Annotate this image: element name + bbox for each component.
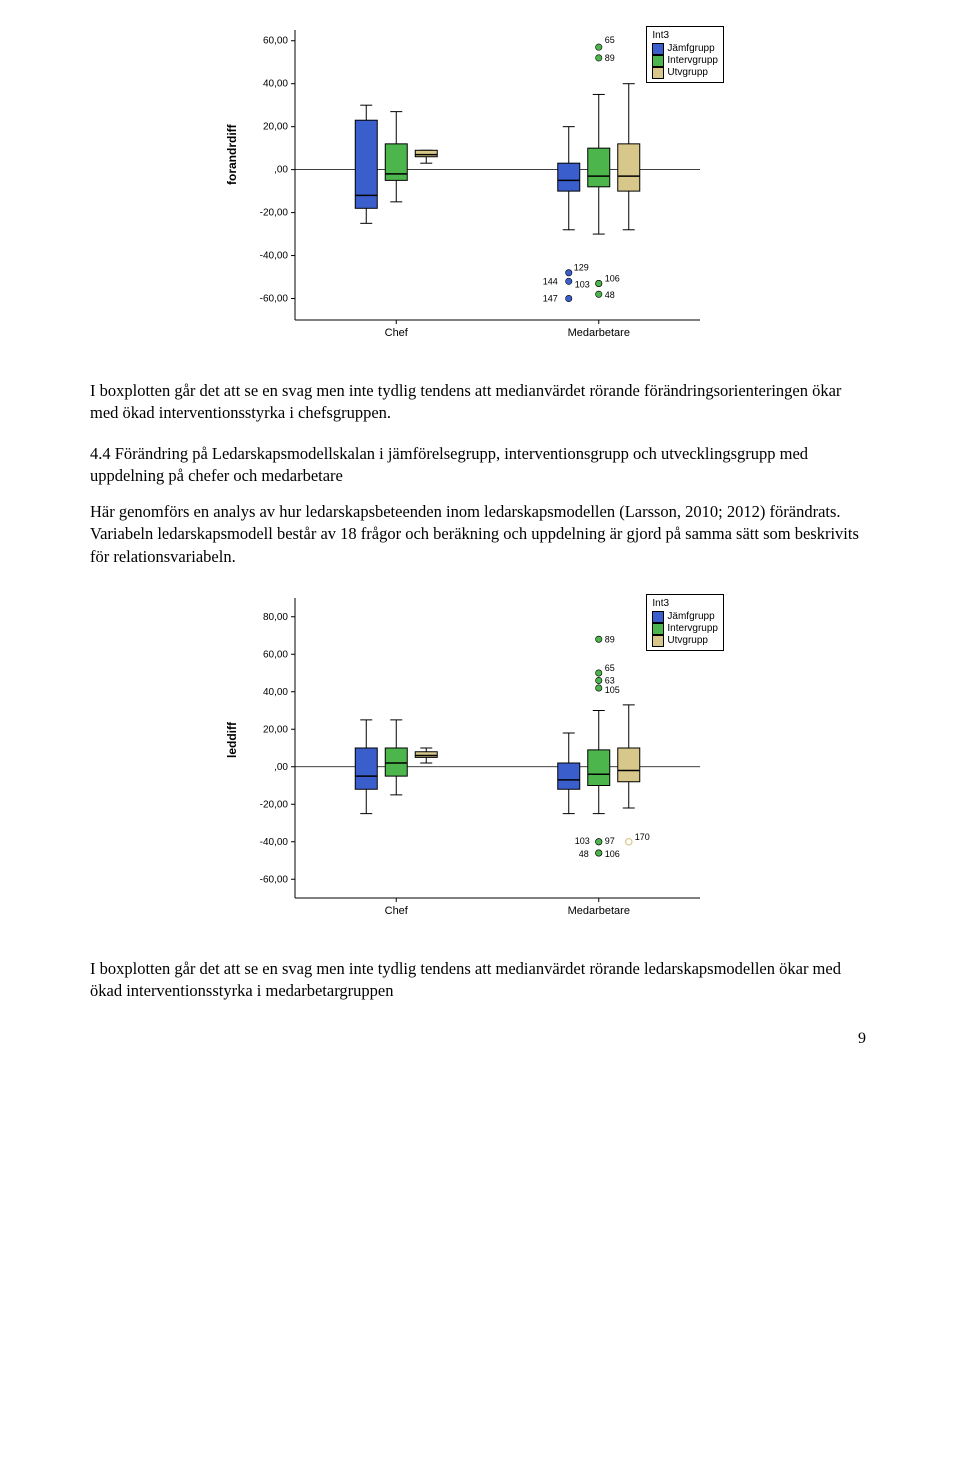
chart1-legend: Int3 JämfgruppIntervgruppUtvgrupp — [646, 26, 724, 83]
svg-text:-20,00: -20,00 — [260, 799, 289, 810]
paragraph-1: I boxplotten går det att se en svag men … — [90, 380, 870, 425]
svg-text:103: 103 — [575, 279, 590, 289]
legend-swatch — [652, 635, 664, 647]
svg-text:144: 144 — [543, 276, 558, 286]
svg-text:97: 97 — [605, 836, 615, 846]
svg-text:89: 89 — [605, 634, 615, 644]
legend-label: Jämfgrupp — [667, 611, 714, 623]
legend-item: Utvgrupp — [652, 635, 718, 647]
legend-label: Utvgrupp — [667, 67, 708, 79]
svg-text:65: 65 — [605, 35, 615, 45]
svg-text:Medarbetare: Medarbetare — [568, 327, 630, 339]
legend-swatch — [652, 43, 664, 55]
legend-item: Utvgrupp — [652, 67, 718, 79]
svg-text:Chef: Chef — [385, 905, 409, 917]
legend-label: Intervgrupp — [667, 55, 718, 67]
svg-text:,00: ,00 — [274, 165, 288, 176]
svg-text:40,00: 40,00 — [263, 79, 288, 90]
svg-text:103: 103 — [575, 836, 590, 846]
svg-text:40,00: 40,00 — [263, 687, 288, 698]
legend-item: Intervgrupp — [652, 55, 718, 67]
legend-label: Intervgrupp — [667, 623, 718, 635]
svg-text:147: 147 — [543, 294, 558, 304]
svg-text:170: 170 — [635, 832, 650, 842]
svg-text:48: 48 — [605, 290, 615, 300]
section-heading: 4.4 Förändring på Ledarskapsmodellskalan… — [90, 443, 870, 488]
svg-text:-60,00: -60,00 — [260, 294, 289, 305]
chart2-container: -60,00 -40,00 -20,00 ,00 20,00 40,00 60,00 80,0… — [90, 588, 870, 928]
legend-swatch — [652, 623, 664, 635]
svg-text:65: 65 — [605, 663, 615, 673]
svg-text:Chef: Chef — [385, 327, 409, 339]
chart2: -60,00 -40,00 -20,00 ,00 20,00 40,00 60,00 80,0… — [240, 588, 720, 928]
chart1: -60,00 -40,00 -20,00 ,00 20,00 40,00 60,00 Chef… — [240, 20, 720, 350]
svg-text:105: 105 — [605, 685, 620, 695]
legend-swatch — [652, 67, 664, 79]
paragraph-3: I boxplotten går det att se en svag men … — [90, 958, 870, 1003]
page: -60,00 -40,00 -20,00 ,00 20,00 40,00 60,00 Chef… — [0, 20, 960, 1088]
svg-text:-60,00: -60,00 — [260, 874, 289, 885]
chart2-legend: Int3 JämfgruppIntervgruppUtvgrupp — [646, 594, 724, 651]
svg-text:48: 48 — [579, 849, 589, 859]
svg-text:80,00: 80,00 — [263, 612, 288, 623]
svg-text:89: 89 — [605, 53, 615, 63]
legend-title: Int3 — [652, 30, 718, 41]
svg-text:20,00: 20,00 — [263, 122, 288, 133]
svg-text:-20,00: -20,00 — [260, 208, 289, 219]
legend-item: Intervgrupp — [652, 623, 718, 635]
svg-text:106: 106 — [605, 849, 620, 859]
svg-text:-40,00: -40,00 — [260, 251, 289, 262]
chart1-ylabel: forandrdiff — [225, 124, 239, 185]
svg-text:Medarbetare: Medarbetare — [568, 905, 630, 917]
legend-label: Utvgrupp — [667, 635, 708, 647]
page-number: 9 — [90, 1030, 870, 1048]
legend-swatch — [652, 55, 664, 67]
svg-text:20,00: 20,00 — [263, 724, 288, 735]
svg-text:-40,00: -40,00 — [260, 837, 289, 848]
legend-swatch — [652, 611, 664, 623]
legend-label: Jämfgrupp — [667, 43, 714, 55]
chart1-container: -60,00 -40,00 -20,00 ,00 20,00 40,00 60,00 Chef… — [90, 20, 870, 350]
svg-text:60,00: 60,00 — [263, 649, 288, 660]
svg-text:129: 129 — [574, 263, 589, 273]
legend-item: Jämfgrupp — [652, 611, 718, 623]
svg-text:,00: ,00 — [274, 762, 288, 773]
svg-text:60,00: 60,00 — [263, 36, 288, 47]
legend-title: Int3 — [652, 598, 718, 609]
svg-text:63: 63 — [605, 675, 615, 685]
paragraph-2: Här genomförs en analys av hur ledarskap… — [90, 501, 870, 568]
svg-text:106: 106 — [605, 273, 620, 283]
chart2-ylabel: leddiff — [225, 722, 239, 758]
legend-item: Jämfgrupp — [652, 43, 718, 55]
